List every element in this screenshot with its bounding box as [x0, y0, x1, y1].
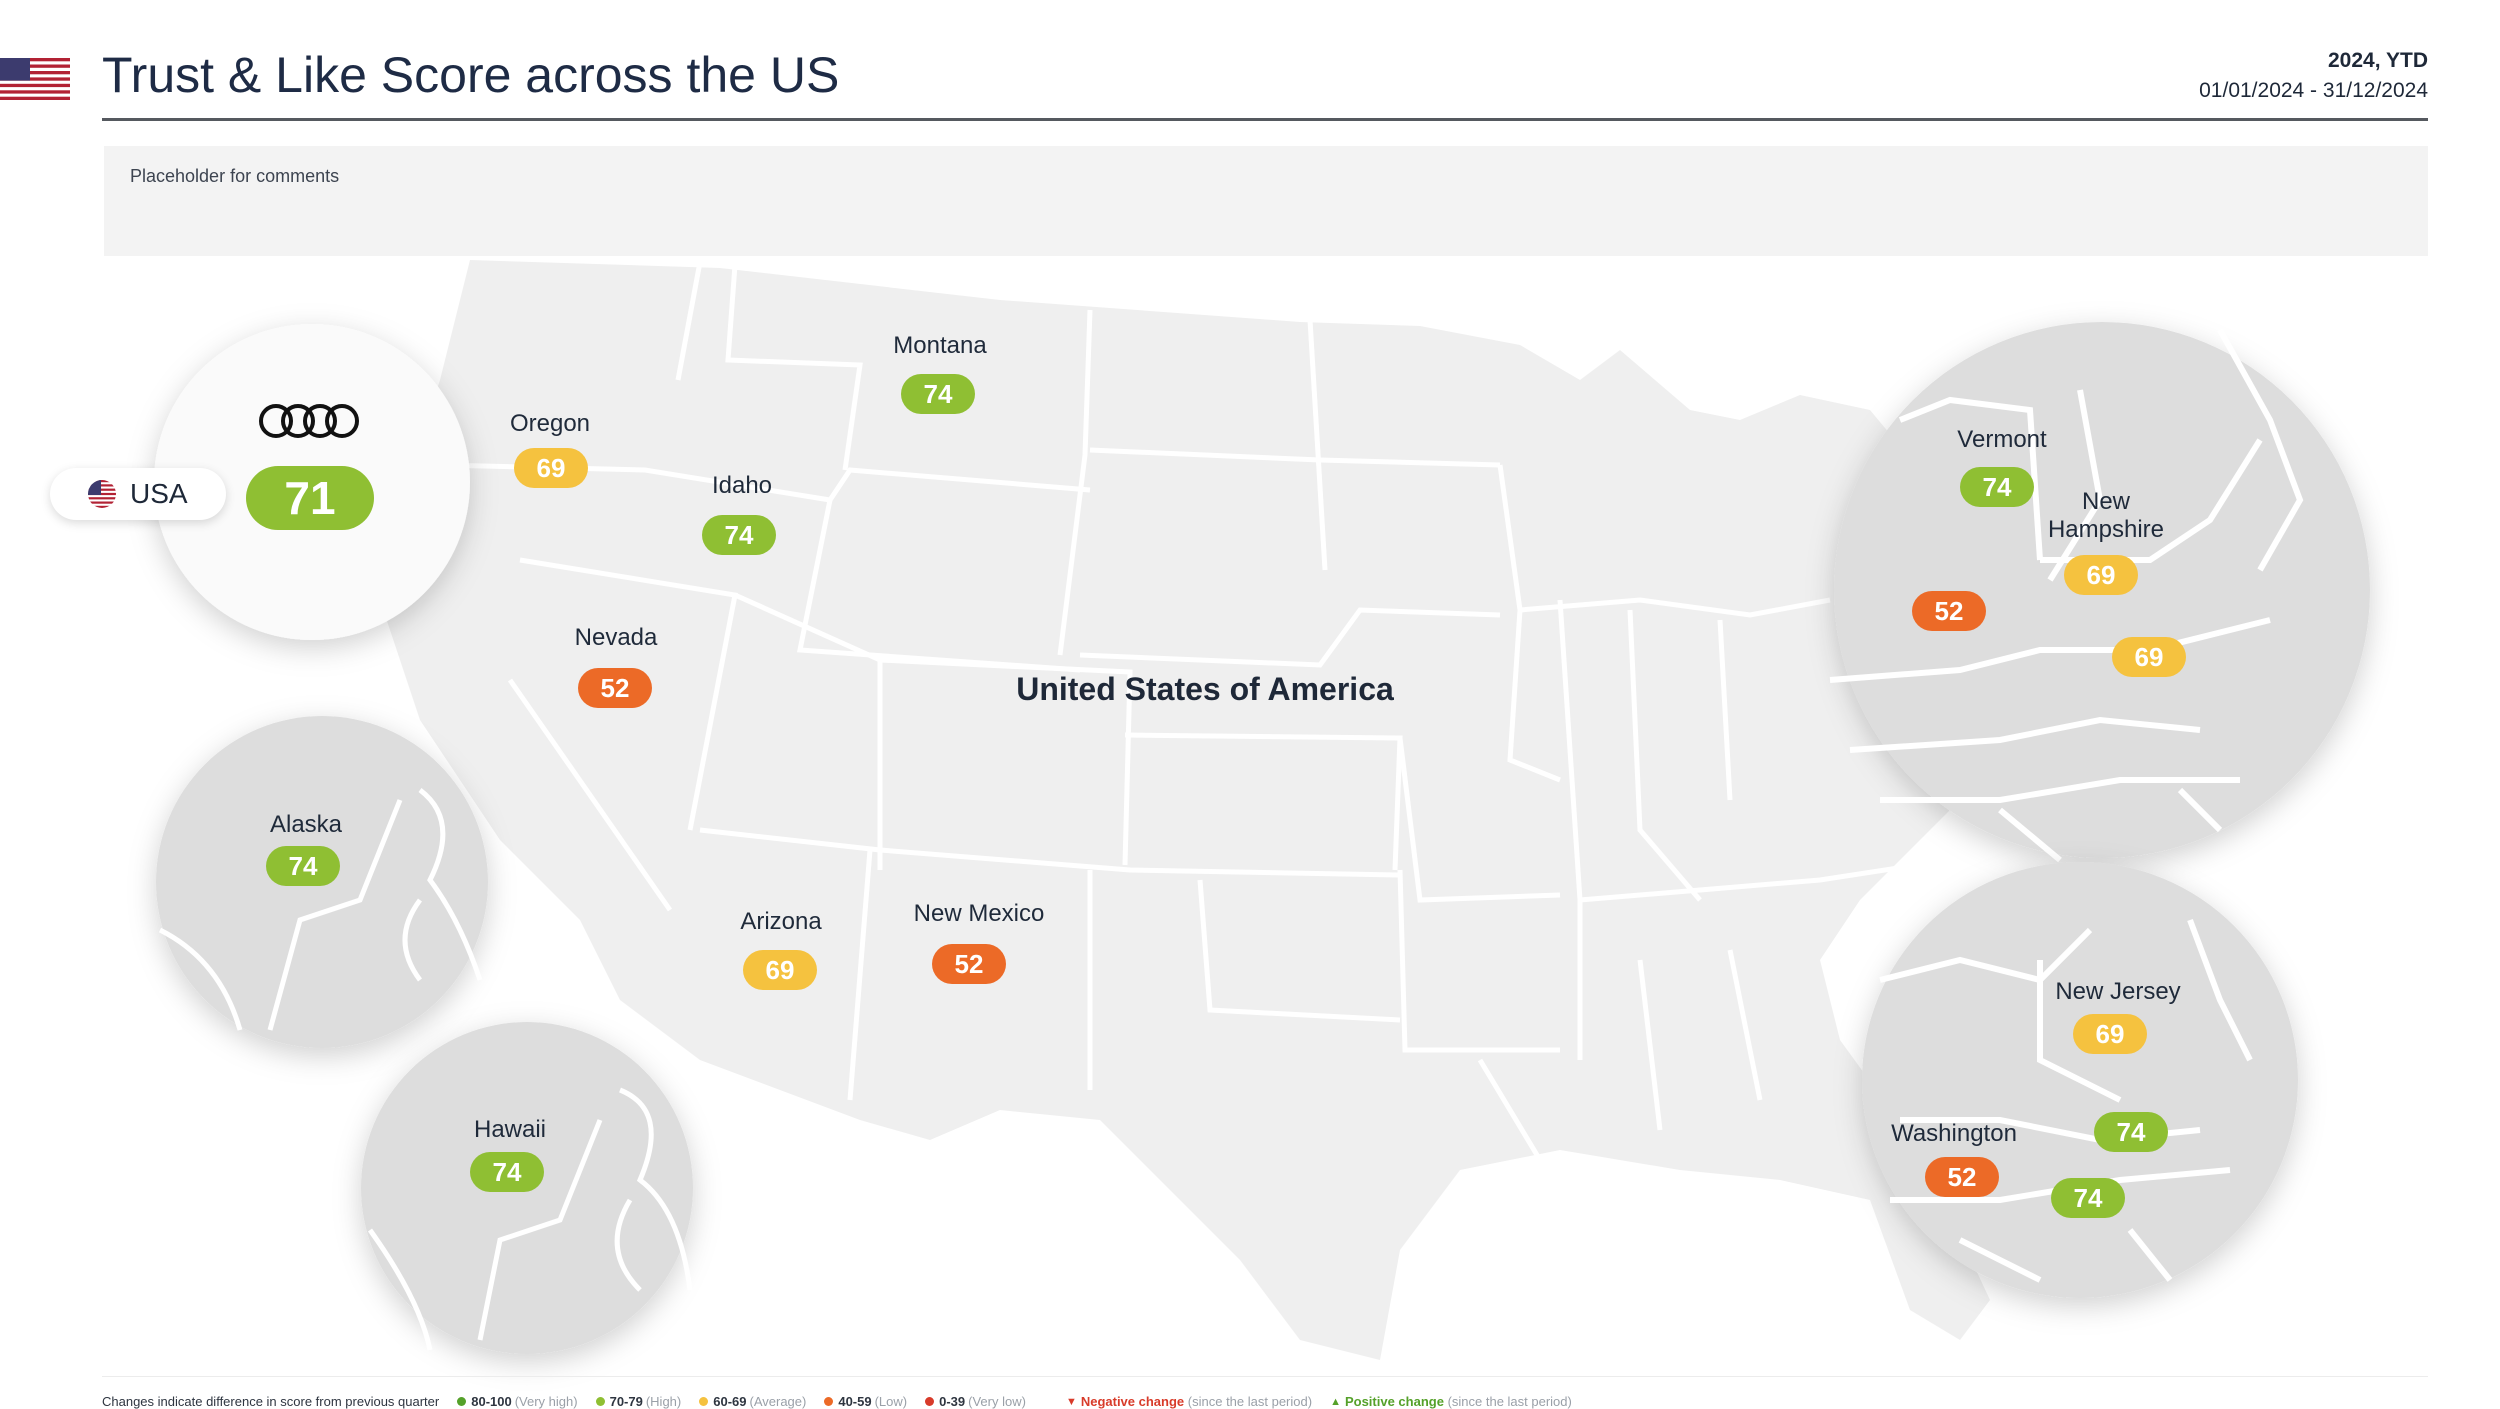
- region-label-idaho: Idaho: [711, 472, 773, 499]
- legend: Changes indicate difference in score fro…: [102, 1394, 1572, 1409]
- region-score-new-jersey: 69: [2073, 1014, 2147, 1054]
- period-info: 2024, YTD 01/01/2024 - 31/12/2024: [2199, 46, 2428, 106]
- legend-band-low: 40-59 (Low): [824, 1394, 907, 1409]
- brand-rings-logo: [259, 404, 359, 438]
- triangle-up-icon: ▲: [1330, 1395, 1341, 1408]
- dot-icon: [925, 1397, 935, 1406]
- comments-box[interactable]: Placeholder for comments: [104, 146, 2428, 256]
- comments-placeholder: Placeholder for comments: [130, 166, 340, 186]
- legend-negative-label: Negative change: [1080, 1394, 1185, 1409]
- legend-band-range: 70-79: [609, 1394, 643, 1409]
- country-chip[interactable]: USA: [50, 468, 226, 520]
- region-score-alaska: 74: [266, 846, 340, 886]
- region-label-new-hampshire: New Hampshire: [2047, 488, 2165, 543]
- region-score-unlabeled-3: 74: [2094, 1112, 2168, 1152]
- us-flag-icon: [88, 480, 116, 508]
- region-label-vermont: Vermont: [1957, 426, 2047, 453]
- footer-divider: [102, 1376, 2428, 1377]
- region-label-alaska: Alaska: [269, 811, 343, 838]
- legend-band-range: 40-59: [838, 1394, 872, 1409]
- legend-band-range: 60-69: [713, 1394, 747, 1409]
- region-label-arizona: Arizona: [740, 908, 822, 935]
- legend-band-label: (Low): [874, 1394, 908, 1409]
- region-score-montana: 74: [901, 374, 975, 414]
- region-score-unlabeled-2: 69: [2112, 637, 2186, 677]
- region-score-unlabeled-4: 74: [2051, 1178, 2125, 1218]
- legend-band-label: (Very low): [968, 1394, 1026, 1409]
- region-score-new-mexico: 52: [932, 944, 1006, 984]
- region-score-new-hampshire: 69: [2064, 555, 2138, 595]
- region-label-nevada: Nevada: [574, 624, 658, 651]
- region-score-unlabeled-1: 52: [1912, 591, 1986, 631]
- dot-icon: [595, 1397, 605, 1406]
- legend-positive-label: Positive change: [1344, 1394, 1444, 1409]
- region-label-hawaii: Hawaii: [473, 1116, 547, 1143]
- legend-band-average: 60-69 (Average): [699, 1394, 806, 1409]
- page-title: Trust & Like Score across the US: [102, 47, 840, 103]
- legend-band-label: (Average): [749, 1394, 807, 1409]
- region-label-new-jersey: New Jersey: [2055, 978, 2181, 1005]
- country-label: United States of America: [1016, 671, 1394, 707]
- national-score-badge: 71: [246, 466, 374, 530]
- region-score-vermont: 74: [1960, 467, 2034, 507]
- region-score-nevada: 52: [578, 668, 652, 708]
- legend-band-very-low: 0-39 (Very low): [925, 1394, 1026, 1409]
- header-divider: [102, 118, 2428, 121]
- legend-band-label: (High): [645, 1394, 682, 1409]
- dot-icon: [457, 1397, 467, 1406]
- legend-positive-change: ▲ Positive change (since the last period…: [1330, 1394, 1572, 1409]
- dot-icon: [824, 1397, 834, 1406]
- region-score-oregon: 69: [514, 448, 588, 488]
- region-score-idaho: 74: [702, 515, 776, 555]
- legend-negative-note: (since the last period): [1187, 1394, 1313, 1409]
- region-label-new-mexico: New Mexico: [913, 900, 1045, 927]
- legend-note: Changes indicate difference in score fro…: [102, 1394, 440, 1409]
- legend-band-very-high: 80-100 (Very high): [457, 1394, 578, 1409]
- region-score-washington: 52: [1925, 1157, 1999, 1197]
- dot-icon: [699, 1397, 709, 1406]
- mainland-shape: [380, 260, 2190, 1360]
- region-label-washington: Washington: [1891, 1120, 2017, 1147]
- legend-band-range: 0-39: [939, 1394, 966, 1409]
- legend-band-range: 80-100: [471, 1394, 512, 1409]
- country-chip-label: USA: [130, 478, 188, 509]
- legend-band-high: 70-79 (High): [595, 1394, 682, 1409]
- period-label: 2024, YTD: [2327, 49, 2428, 72]
- legend-positive-note: (since the last period): [1447, 1394, 1572, 1409]
- region-label-oregon: Oregon: [509, 410, 591, 437]
- legend-negative-change: ▼ Negative change (since the last period…: [1066, 1394, 1312, 1409]
- legend-band-label: (Very high): [514, 1394, 578, 1409]
- region-score-hawaii: 74: [470, 1152, 544, 1192]
- mid-atlantic-inset: [1862, 862, 2298, 1298]
- period-range: 01/01/2024 - 31/12/2024: [2199, 79, 2428, 102]
- triangle-down-icon: ▼: [1065, 1395, 1077, 1408]
- region-score-arizona: 69: [743, 950, 817, 990]
- region-label-montana: Montana: [893, 332, 987, 359]
- us-flag-icon: [0, 58, 70, 100]
